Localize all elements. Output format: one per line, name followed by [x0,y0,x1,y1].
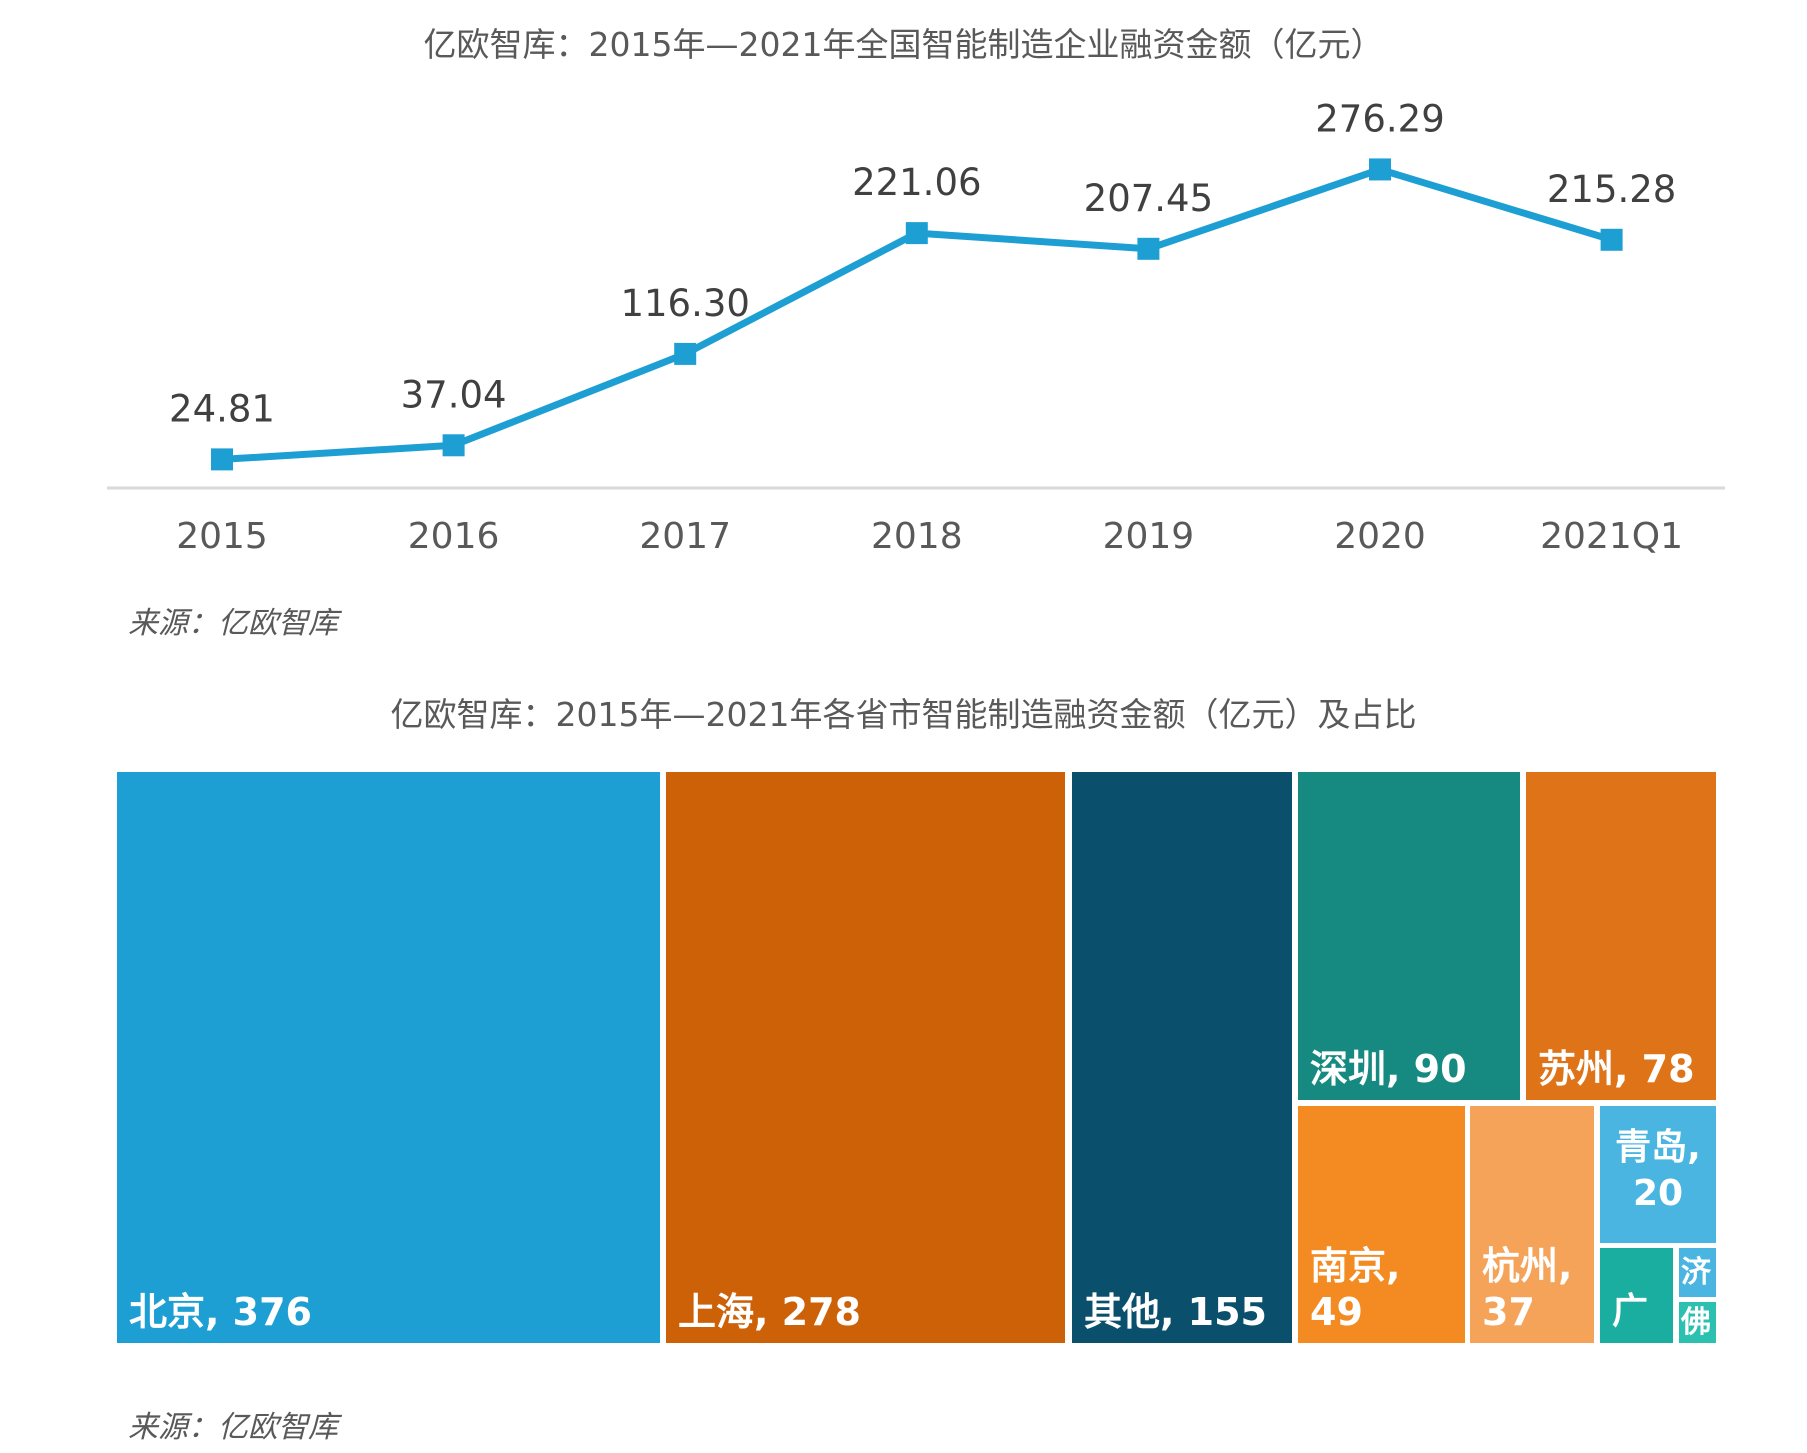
treemap-cell-9: 广 [1600,1248,1673,1343]
line-chart: 24.81 2015 37.04 2016 116.30 2017 221.06 2018 20… [107,97,1725,557]
data-point-marker [1600,228,1623,251]
treemap-cell-label: 济 [1681,1254,1711,1290]
line-chart-source: 来源：亿欧智库 [128,606,338,641]
data-label: 221.06 [852,161,981,204]
treemap-title: 亿欧智库：2015年—2021年各省市智能制造融资金额（亿元）及占比 [390,695,1417,734]
x-tick-label: 2015 [176,516,268,557]
treemap-cell-label: 其他, 155 [1084,1290,1267,1334]
x-tick-label: 2021Q1 [1540,516,1683,557]
data-label: 276.29 [1315,97,1444,140]
data-point-marker [1137,237,1160,260]
treemap-cell-4: 深圳, 90 [1298,772,1520,1100]
treemap-cell-label: 上海, 278 [678,1290,861,1334]
treemap-cell-10: 济 [1679,1248,1716,1297]
data-point-marker [442,434,465,457]
treemap-cell-label: 杭州, 37 [1482,1244,1573,1334]
data-label: 24.81 [169,387,275,430]
treemap-cell-6: 南京, 49 [1298,1106,1465,1343]
data-label: 116.30 [620,282,749,325]
data-label: 215.28 [1547,168,1676,211]
treemap-cell-8: 青岛, 20 [1600,1106,1716,1243]
data-label: 37.04 [401,373,507,416]
treemap-cell-label: 南京, 49 [1310,1244,1401,1334]
x-tick-label: 2020 [1334,516,1426,557]
x-tick-label: 2018 [871,516,963,557]
treemap-cell-7: 杭州, 37 [1470,1106,1594,1343]
x-tick-label: 2017 [639,516,731,557]
treemap-cell-label: 苏州, 78 [1538,1047,1695,1091]
treemap-cell-label: 佛 [1681,1304,1711,1340]
treemap-cell-label: 深圳, 90 [1310,1047,1467,1091]
treemap-cell-2: 上海, 278 [666,772,1065,1343]
treemap-cell-label: 青岛, 20 [1615,1126,1701,1214]
treemap-cell-3: 其他, 155 [1072,772,1292,1343]
treemap-cell-11: 佛 [1679,1302,1716,1343]
treemap-source: 来源：亿欧智库 [128,1410,338,1445]
treemap-cell-5: 苏州, 78 [1526,772,1716,1100]
x-tick-label: 2019 [1103,516,1195,557]
x-tick-label: 2016 [408,516,500,557]
data-point-marker [905,222,928,245]
treemap-cell-label: 北京, 376 [129,1290,312,1334]
treemap-cell-label: 广 [1612,1291,1649,1332]
treemap-cell-1: 北京, 376 [117,772,660,1343]
data-label: 207.45 [1084,177,1213,220]
line-chart-title: 亿欧智库：2015年—2021年全国智能制造企业融资金额（亿元） [423,25,1384,64]
data-point-marker [211,448,233,471]
data-point-marker [1369,158,1391,181]
data-point-marker [674,342,697,365]
